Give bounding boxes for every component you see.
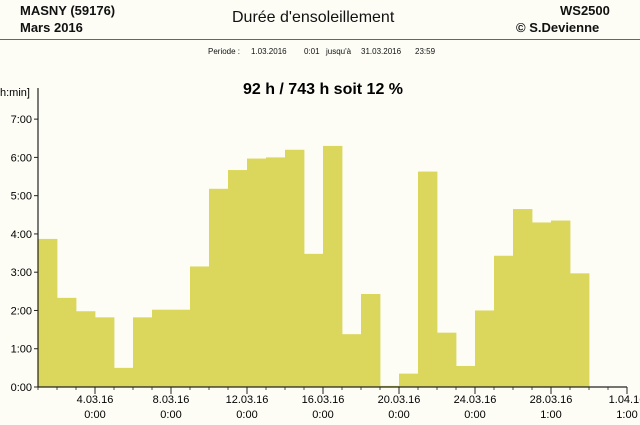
bar-2016-03-29: [570, 273, 590, 387]
bar-2016-03-03: [76, 311, 96, 387]
bar-2016-03-15: [304, 253, 324, 387]
x-tick-label: 4.03.16: [77, 394, 114, 406]
bars: [38, 145, 590, 387]
x-tick-sublabel: 0:00: [236, 409, 257, 421]
y-tick-label: 5:00: [11, 191, 32, 203]
x-tick-sublabel: 0:00: [160, 409, 181, 421]
device-name: WS2500: [560, 3, 610, 18]
bar-2016-03-20: [399, 373, 419, 387]
chart-header: MASNY (59176) Mars 2016 Durée d'ensoleil…: [0, 0, 640, 44]
x-tick-label: 12.03.16: [226, 394, 269, 406]
period-line: Periode : 1.03.2016 0:01 jusqu'à 31.03.2…: [0, 47, 640, 61]
month-label: Mars 2016: [20, 20, 83, 35]
bar-2016-03-13: [266, 157, 286, 387]
y-tick-label: 4:00: [11, 229, 32, 241]
bar-2016-03-02: [57, 297, 77, 387]
period-end-time: 23:59: [415, 47, 436, 56]
period-label: Periode :: [208, 47, 241, 56]
bar-2016-03-12: [247, 158, 267, 387]
sunshine-chart: h:min] 92 h / 743 h soit 12 % 0:00 1:00 2:…: [0, 81, 640, 421]
x-tick-label: 28.03.16: [530, 394, 573, 406]
period-until: jusqu'à: [326, 47, 352, 56]
x-tick-sublabel: 1:00: [540, 409, 561, 421]
x-tick-sublabel: 0:00: [388, 409, 409, 421]
bar-2016-03-27: [532, 222, 552, 387]
y-ticks: 0:00 1:00 2:00 3:00 4:00 5:00 6:00 7:00: [11, 114, 38, 394]
x-tick-label: 20.03.16: [378, 394, 421, 406]
axes: [37, 88, 627, 388]
copyright: © S.Devienne: [516, 20, 600, 35]
bar-2016-03-01: [38, 238, 58, 387]
bar-2016-03-26: [513, 209, 533, 387]
y-tick-label: 3:00: [11, 267, 32, 279]
x-tick-sublabel: 1:00: [616, 409, 637, 421]
bar-2016-03-10: [209, 188, 229, 387]
header-divider: [0, 39, 640, 40]
y-tick-label: 2:00: [11, 305, 32, 317]
y-tick-label: 7:00: [11, 114, 32, 126]
x-tick-sublabel: 0:00: [464, 409, 485, 421]
bar-2016-03-16: [323, 145, 343, 387]
bar-2016-03-08: [171, 309, 191, 387]
bar-2016-03-04: [95, 317, 115, 387]
x-tick-label: 1.04.16: [609, 394, 640, 406]
x-tick-label: 16.03.16: [302, 394, 345, 406]
x-tick-label: 24.03.16: [454, 394, 497, 406]
bar-2016-03-23: [456, 365, 476, 387]
bar-2016-03-21: [418, 171, 438, 387]
bar-2016-03-24: [475, 310, 495, 387]
bar-2016-03-14: [285, 149, 305, 387]
bar-2016-03-17: [342, 334, 362, 387]
station-name: MASNY (59176): [20, 3, 116, 18]
y-tick-label: 6:00: [11, 152, 32, 164]
bar-2016-03-18: [361, 294, 381, 387]
x-tick-sublabel: 0:00: [84, 409, 105, 421]
bar-2016-03-25: [494, 255, 514, 387]
bar-2016-03-05: [114, 367, 134, 387]
period-end-date: 31.03.2016: [361, 47, 402, 56]
chart-title: Durée d'ensoleillement: [232, 9, 395, 26]
period-start-time: 0:01: [304, 47, 320, 56]
period-start-date: 1.03.2016: [251, 47, 287, 56]
x-tick-sublabel: 0:00: [312, 409, 333, 421]
y-tick-label: 0:00: [11, 382, 32, 394]
y-axis-label: h:min]: [0, 87, 30, 99]
bar-2016-03-06: [133, 317, 153, 387]
y-tick-label: 1:00: [11, 344, 32, 356]
bar-2016-03-11: [228, 170, 248, 387]
bar-2016-03-28: [551, 220, 571, 387]
x-ticks: 4.03.16 0:00 8.03.16 0:00 12.03.16 0:00 16.03.…: [37, 387, 640, 421]
bar-2016-03-09: [190, 266, 210, 387]
chart-summary: 92 h / 743 h soit 12 %: [243, 81, 403, 98]
x-tick-label: 8.03.16: [153, 394, 190, 406]
bar-2016-03-07: [152, 309, 172, 387]
bar-2016-03-22: [437, 332, 457, 387]
